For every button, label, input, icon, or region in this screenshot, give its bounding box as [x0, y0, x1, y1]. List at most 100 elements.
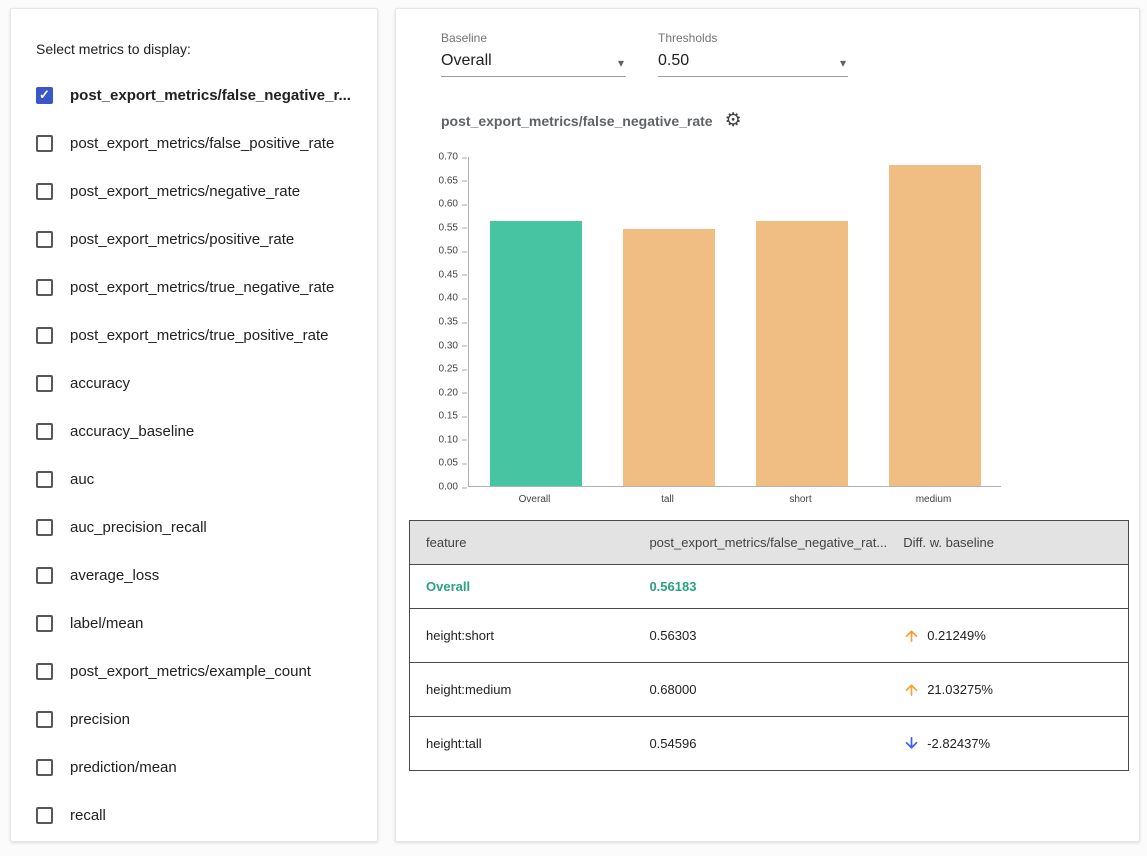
diff-value: -2.82437% [927, 736, 991, 751]
metric-checkbox-item[interactable]: label/mean [36, 599, 359, 647]
baseline-control: Baseline Overall ▾ [441, 31, 626, 77]
diff-cell: 21.03275% [887, 662, 1129, 717]
checkbox-unchecked[interactable] [36, 230, 53, 248]
metric-checkbox-item[interactable]: ✓ post_export_metrics/false_negative_r... [36, 71, 359, 119]
dropdown-arrow-icon: ▾ [839, 56, 846, 70]
y-tick-label: 0.30 [438, 340, 468, 352]
feature-cell: height:medium [409, 662, 634, 717]
bar-medium[interactable] [888, 165, 981, 486]
checkbox-unchecked[interactable] [36, 278, 53, 296]
y-tick-label: 0.50 [438, 245, 468, 257]
x-tick-label: Overall [518, 494, 551, 505]
x-tick-label: medium [915, 494, 952, 505]
checkbox-unchecked[interactable] [36, 374, 53, 392]
y-tick-label: 0.45 [438, 269, 468, 281]
metric-checkbox-item[interactable]: post_export_metrics/example_count [36, 647, 359, 695]
x-axis-labels: Overall tall short medium [468, 487, 1001, 505]
table-header-row: feature post_export_metrics/false_negati… [409, 520, 1129, 565]
dropdown-arrow-icon: ▾ [617, 56, 624, 70]
baseline-label: Baseline [441, 31, 488, 45]
y-tick-label: 0.20 [438, 387, 468, 399]
y-tick-label: 0.35 [438, 316, 468, 328]
y-tick-label: 0.05 [438, 457, 468, 469]
diff-cell: -2.82437% [887, 717, 1128, 771]
metric-label: accuracy [70, 374, 131, 392]
metric-checkbox-item[interactable]: recall [36, 791, 359, 839]
checkbox-unchecked[interactable] [36, 182, 53, 200]
plot-area [468, 157, 1001, 487]
checkbox-unchecked[interactable] [36, 134, 53, 152]
settings-gear-icon[interactable]: ⚙ [724, 110, 742, 131]
header-diff-baseline: Diff. w. baseline [887, 520, 1129, 565]
metric-checkbox-item[interactable]: post_export_metrics/false_positive_rate [36, 119, 359, 167]
bar-chart: 0.70 0.65 0.60 0.55 0.50 0.45 0.40 0.35 0.30 0.25… [423, 152, 1001, 505]
checkbox-unchecked[interactable] [36, 614, 53, 632]
metric-label: post_export_metrics/false_positive_rate [70, 134, 335, 152]
metric-value-cell: 0.56303 [633, 608, 888, 663]
metrics-table-wrap: feature post_export_metrics/false_negati… [409, 520, 1129, 771]
metric-label: precision [70, 710, 131, 728]
metric-checkbox-item[interactable]: auc_precision_recall [36, 503, 359, 551]
controls-row: Baseline Overall ▾ Thresholds 0.50 ▾ [441, 31, 848, 77]
checkbox-unchecked[interactable] [36, 326, 53, 344]
metric-checkbox-item[interactable]: post_export_metrics/positive_rate [36, 215, 359, 263]
x-tick-label: short [789, 494, 812, 505]
metric-checkbox-item[interactable]: prediction/mean [36, 743, 359, 791]
metric-label: post_export_metrics/true_negative_rate [70, 278, 335, 296]
table-row[interactable]: height:short 0.56303 0.21249% [409, 608, 1129, 663]
chart-title: post_export_metrics/false_negative_rate [441, 112, 713, 129]
bar-tall[interactable] [622, 228, 715, 486]
metric-label: post_export_metrics/true_positive_rate [70, 326, 329, 344]
metric-label: post_export_metrics/example_count [70, 662, 311, 680]
bar-short[interactable] [755, 220, 848, 486]
checkbox-unchecked[interactable] [36, 566, 53, 584]
header-feature: feature [409, 520, 634, 565]
metric-label: auc_precision_recall [70, 518, 207, 536]
metrics-panel-title: Select metrics to display: [36, 41, 191, 57]
bar-slot [735, 157, 868, 486]
checkbox-unchecked[interactable] [36, 806, 53, 824]
metric-label: auc [70, 470, 95, 488]
checkbox-checked[interactable]: ✓ [36, 86, 53, 104]
diff-cell: 0.21249% [887, 608, 1129, 663]
y-tick-label: 0.25 [438, 363, 468, 375]
metric-label: prediction/mean [70, 758, 177, 776]
y-tick-label: 0.60 [438, 198, 468, 210]
checkbox-unchecked[interactable] [36, 518, 53, 536]
y-tick-label: 0.15 [438, 410, 468, 422]
checkbox-unchecked[interactable] [36, 710, 53, 728]
feature-cell: Overall [409, 564, 634, 609]
thresholds-selected-value: 0.50 [658, 52, 690, 69]
metric-label: post_export_metrics/positive_rate [70, 230, 295, 248]
metric-value-cell: 0.56183 [633, 564, 888, 609]
metric-label: average_loss [70, 566, 160, 584]
metric-checkbox-item[interactable]: post_export_metrics/true_positive_rate [36, 311, 359, 359]
metric-label: recall [70, 806, 106, 824]
metrics-table: feature post_export_metrics/false_negati… [409, 520, 1129, 771]
metric-checkbox-item[interactable]: auc [36, 455, 359, 503]
metric-checkbox-item[interactable]: accuracy_baseline [36, 407, 359, 455]
checkbox-unchecked[interactable] [36, 422, 53, 440]
checkbox-unchecked[interactable] [36, 470, 53, 488]
metric-label: accuracy_baseline [70, 422, 195, 440]
diff-value: 0.21249% [927, 628, 986, 643]
table-row[interactable]: height:medium 0.68000 21.03275% [409, 662, 1129, 717]
y-tick-label: 0.65 [438, 175, 468, 187]
bar-overall[interactable] [489, 221, 582, 486]
metric-checkbox-item[interactable]: accuracy [36, 359, 359, 407]
baseline-selected-value: Overall [441, 52, 492, 69]
baseline-select[interactable]: Overall ▾ [441, 52, 626, 77]
checkbox-unchecked[interactable] [36, 758, 53, 776]
metric-checkbox-item[interactable]: post_export_metrics/negative_rate [36, 167, 359, 215]
table-row[interactable]: height:tall 0.54596 -2.82437% [410, 717, 1129, 771]
table-row[interactable]: Overall 0.56183 [409, 564, 1129, 609]
checkbox-unchecked[interactable] [36, 662, 53, 680]
metric-checkbox-item[interactable]: average_loss [36, 551, 359, 599]
thresholds-select[interactable]: 0.50 ▾ [658, 52, 848, 77]
chart-header: post_export_metrics/false_negative_rate … [441, 111, 742, 130]
y-tick-label: 0.55 [438, 222, 468, 234]
thresholds-label: Thresholds [658, 31, 718, 45]
metric-checkbox-item[interactable]: post_export_metrics/true_negative_rate [36, 263, 359, 311]
metric-checkbox-item[interactable]: precision [36, 695, 359, 743]
